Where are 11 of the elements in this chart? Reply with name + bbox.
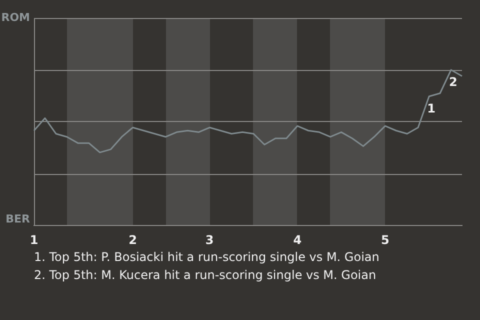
text: BER	[6, 212, 31, 226]
annotation: 2	[449, 75, 458, 90]
x-tick-label: 1	[30, 232, 38, 247]
x-tick-label: 2	[128, 232, 137, 247]
x-tick-label: 3	[205, 232, 214, 247]
text: 2. Top 5th: M. Kucera hit a run-scoring single vs M. Goian	[34, 267, 378, 284]
annotation: 1	[427, 101, 436, 116]
text: 1. Top 5th: P. Bosiacki hit a run-scoring single vs M. Goian	[34, 249, 380, 266]
x-tick-label: 5	[381, 232, 390, 247]
x-tick-label: 4	[293, 232, 302, 247]
text: ROM	[1, 10, 30, 24]
